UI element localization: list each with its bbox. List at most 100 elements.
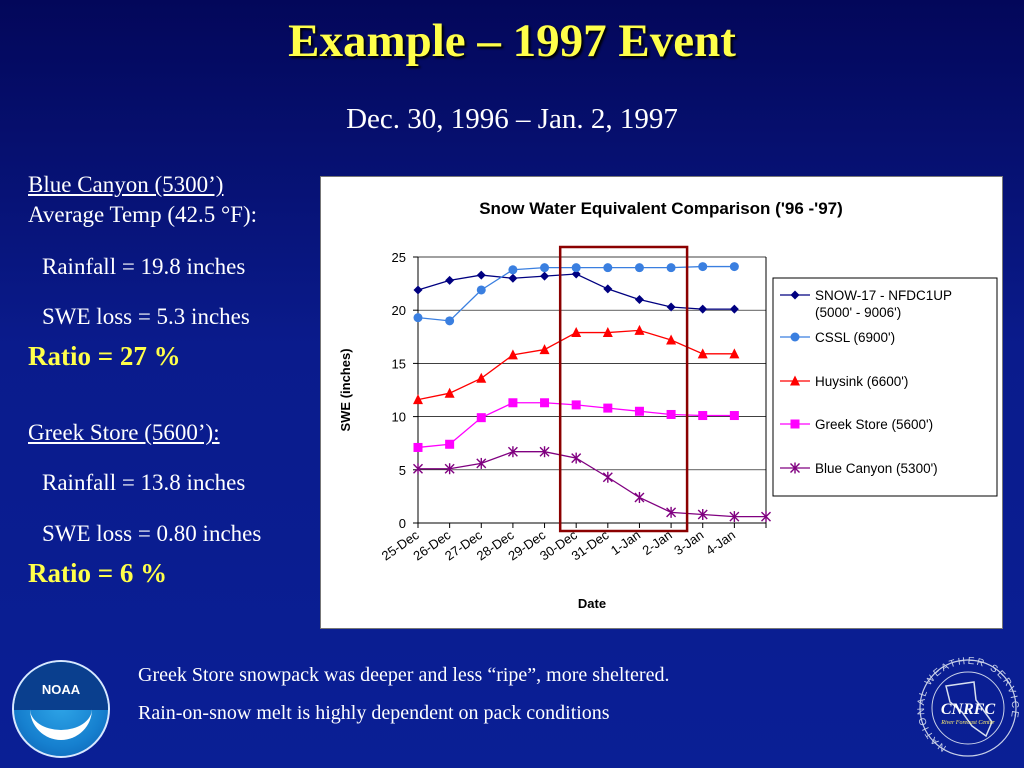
data-point: [539, 344, 550, 355]
data-point: [729, 511, 740, 523]
y-tick-label: 25: [392, 250, 406, 265]
data-point: [413, 285, 423, 295]
data-point: [697, 348, 708, 359]
data-point: [476, 270, 486, 280]
data-point: [476, 285, 486, 295]
data-point: [729, 411, 739, 421]
slide-subtitle: Dec. 30, 1996 – Jan. 2, 1997: [346, 103, 678, 135]
site2-heading: Greek Store (5600’):: [28, 420, 220, 445]
data-point: [445, 275, 455, 285]
legend-label: Huysink (6600'): [815, 374, 908, 389]
site1-swe-loss: SWE loss = 5.3 inches: [42, 304, 250, 329]
legend-label: SNOW-17 - NFDC1UP: [815, 288, 952, 303]
data-point: [507, 446, 518, 458]
site2-swe-loss: SWE loss = 0.80 inches: [42, 521, 262, 546]
data-point: [571, 327, 582, 338]
legend-label: CSSL (6900'): [815, 330, 895, 345]
series-1: [413, 262, 739, 326]
logo-inner-ring: [931, 671, 1005, 745]
data-point: [444, 387, 455, 398]
data-point: [602, 471, 613, 483]
x-tick-label: 4-Jan: [703, 527, 738, 558]
swe-chart: Snow Water Equivalent Comparison ('96 -'…: [338, 199, 998, 611]
data-point: [666, 334, 677, 345]
data-point: [698, 262, 708, 272]
noaa-logo-text: NOAA: [41, 682, 81, 697]
note-line-2: Rain-on-snow melt is highly dependent on…: [138, 702, 610, 724]
legend-label: (5000' - 9006'): [815, 305, 901, 320]
data-point: [634, 324, 645, 335]
data-point: [634, 263, 644, 273]
site-summary-panel: Blue Canyon (5300’) Average Temp (42.5 °…: [28, 170, 328, 588]
data-point: [476, 372, 487, 383]
data-point: [445, 316, 455, 326]
data-point: [603, 284, 613, 294]
legend-marker: [790, 375, 800, 386]
series-line: [418, 451, 766, 518]
legend-entry-2: Huysink (6600'): [780, 374, 908, 389]
cnrfc-subtext: River Forecast Center: [940, 720, 995, 726]
data-point: [540, 263, 550, 273]
y-axis-label: SWE (inches): [338, 348, 353, 431]
legend-label: Blue Canyon (5300'): [815, 461, 938, 476]
legend-marker: [790, 462, 800, 474]
data-point: [571, 452, 582, 464]
note-line-1: Greek Store snowpack was deeper and less…: [138, 664, 670, 686]
data-point: [508, 265, 518, 275]
data-point: [666, 302, 676, 312]
data-point: [507, 349, 518, 360]
data-point: [571, 400, 581, 410]
legend-entry-0: SNOW-17 - NFDC1UP (5000' - 9006'): [780, 288, 952, 320]
data-point: [697, 508, 708, 520]
data-point: [540, 398, 550, 408]
site1-temp: Average Temp (42.5 °F):: [28, 202, 258, 227]
data-point: [476, 413, 486, 423]
data-point: [666, 263, 676, 273]
data-point: [476, 457, 487, 469]
highlight-box: [558, 245, 689, 533]
legend-entry-1: CSSL (6900'): [780, 330, 895, 345]
data-point: [571, 263, 581, 273]
data-point: [540, 271, 550, 281]
data-point: [761, 511, 771, 523]
legend-label: Greek Store (5600'): [815, 417, 933, 432]
data-point: [634, 491, 645, 503]
data-point: [666, 409, 676, 419]
data-point: [508, 273, 518, 283]
legend-marker: [790, 332, 800, 342]
y-tick-label: 20: [392, 303, 406, 318]
data-point: [444, 463, 455, 475]
slide-title: Example – 1997 Event: [288, 15, 736, 67]
legend-entry-3: Greek Store (5600'): [780, 417, 933, 432]
data-point: [729, 348, 740, 359]
data-point: [603, 403, 613, 413]
data-point: [634, 406, 644, 416]
cnrfc-nws-logo: NATIONAL WEATHER SERVICE CNRFC River For…: [916, 656, 1018, 757]
chart-title: Snow Water Equivalent Comparison ('96 -'…: [479, 199, 843, 218]
cnrfc-text: CNRFC: [941, 701, 996, 718]
data-point: [445, 439, 455, 449]
data-point: [539, 446, 550, 458]
noaa-bird-icon: [30, 708, 92, 740]
series-3: [413, 398, 739, 452]
y-tick-label: 5: [399, 463, 406, 478]
data-point: [666, 506, 677, 518]
legend-entry-4: Blue Canyon (5300'): [780, 461, 938, 476]
data-point: [508, 398, 518, 408]
logo-outer-ring: [919, 659, 1017, 757]
data-point: [413, 394, 423, 405]
legend-marker: [790, 419, 800, 429]
site1-rainfall: Rainfall = 19.8 inches: [42, 254, 246, 279]
x-tick-label: 31-Dec: [569, 527, 612, 564]
data-point: [698, 304, 708, 314]
data-point: [413, 442, 423, 452]
series-2: [413, 324, 740, 405]
data-point: [634, 295, 644, 305]
series-0: [413, 269, 739, 314]
data-point: [413, 313, 423, 323]
data-point: [603, 263, 613, 273]
y-tick-label: 15: [392, 356, 406, 371]
swe-chart-panel: Snow Water Equivalent Comparison ('96 -'…: [320, 176, 1003, 629]
legend-marker: [790, 290, 800, 300]
y-tick-label: 0: [399, 516, 406, 531]
